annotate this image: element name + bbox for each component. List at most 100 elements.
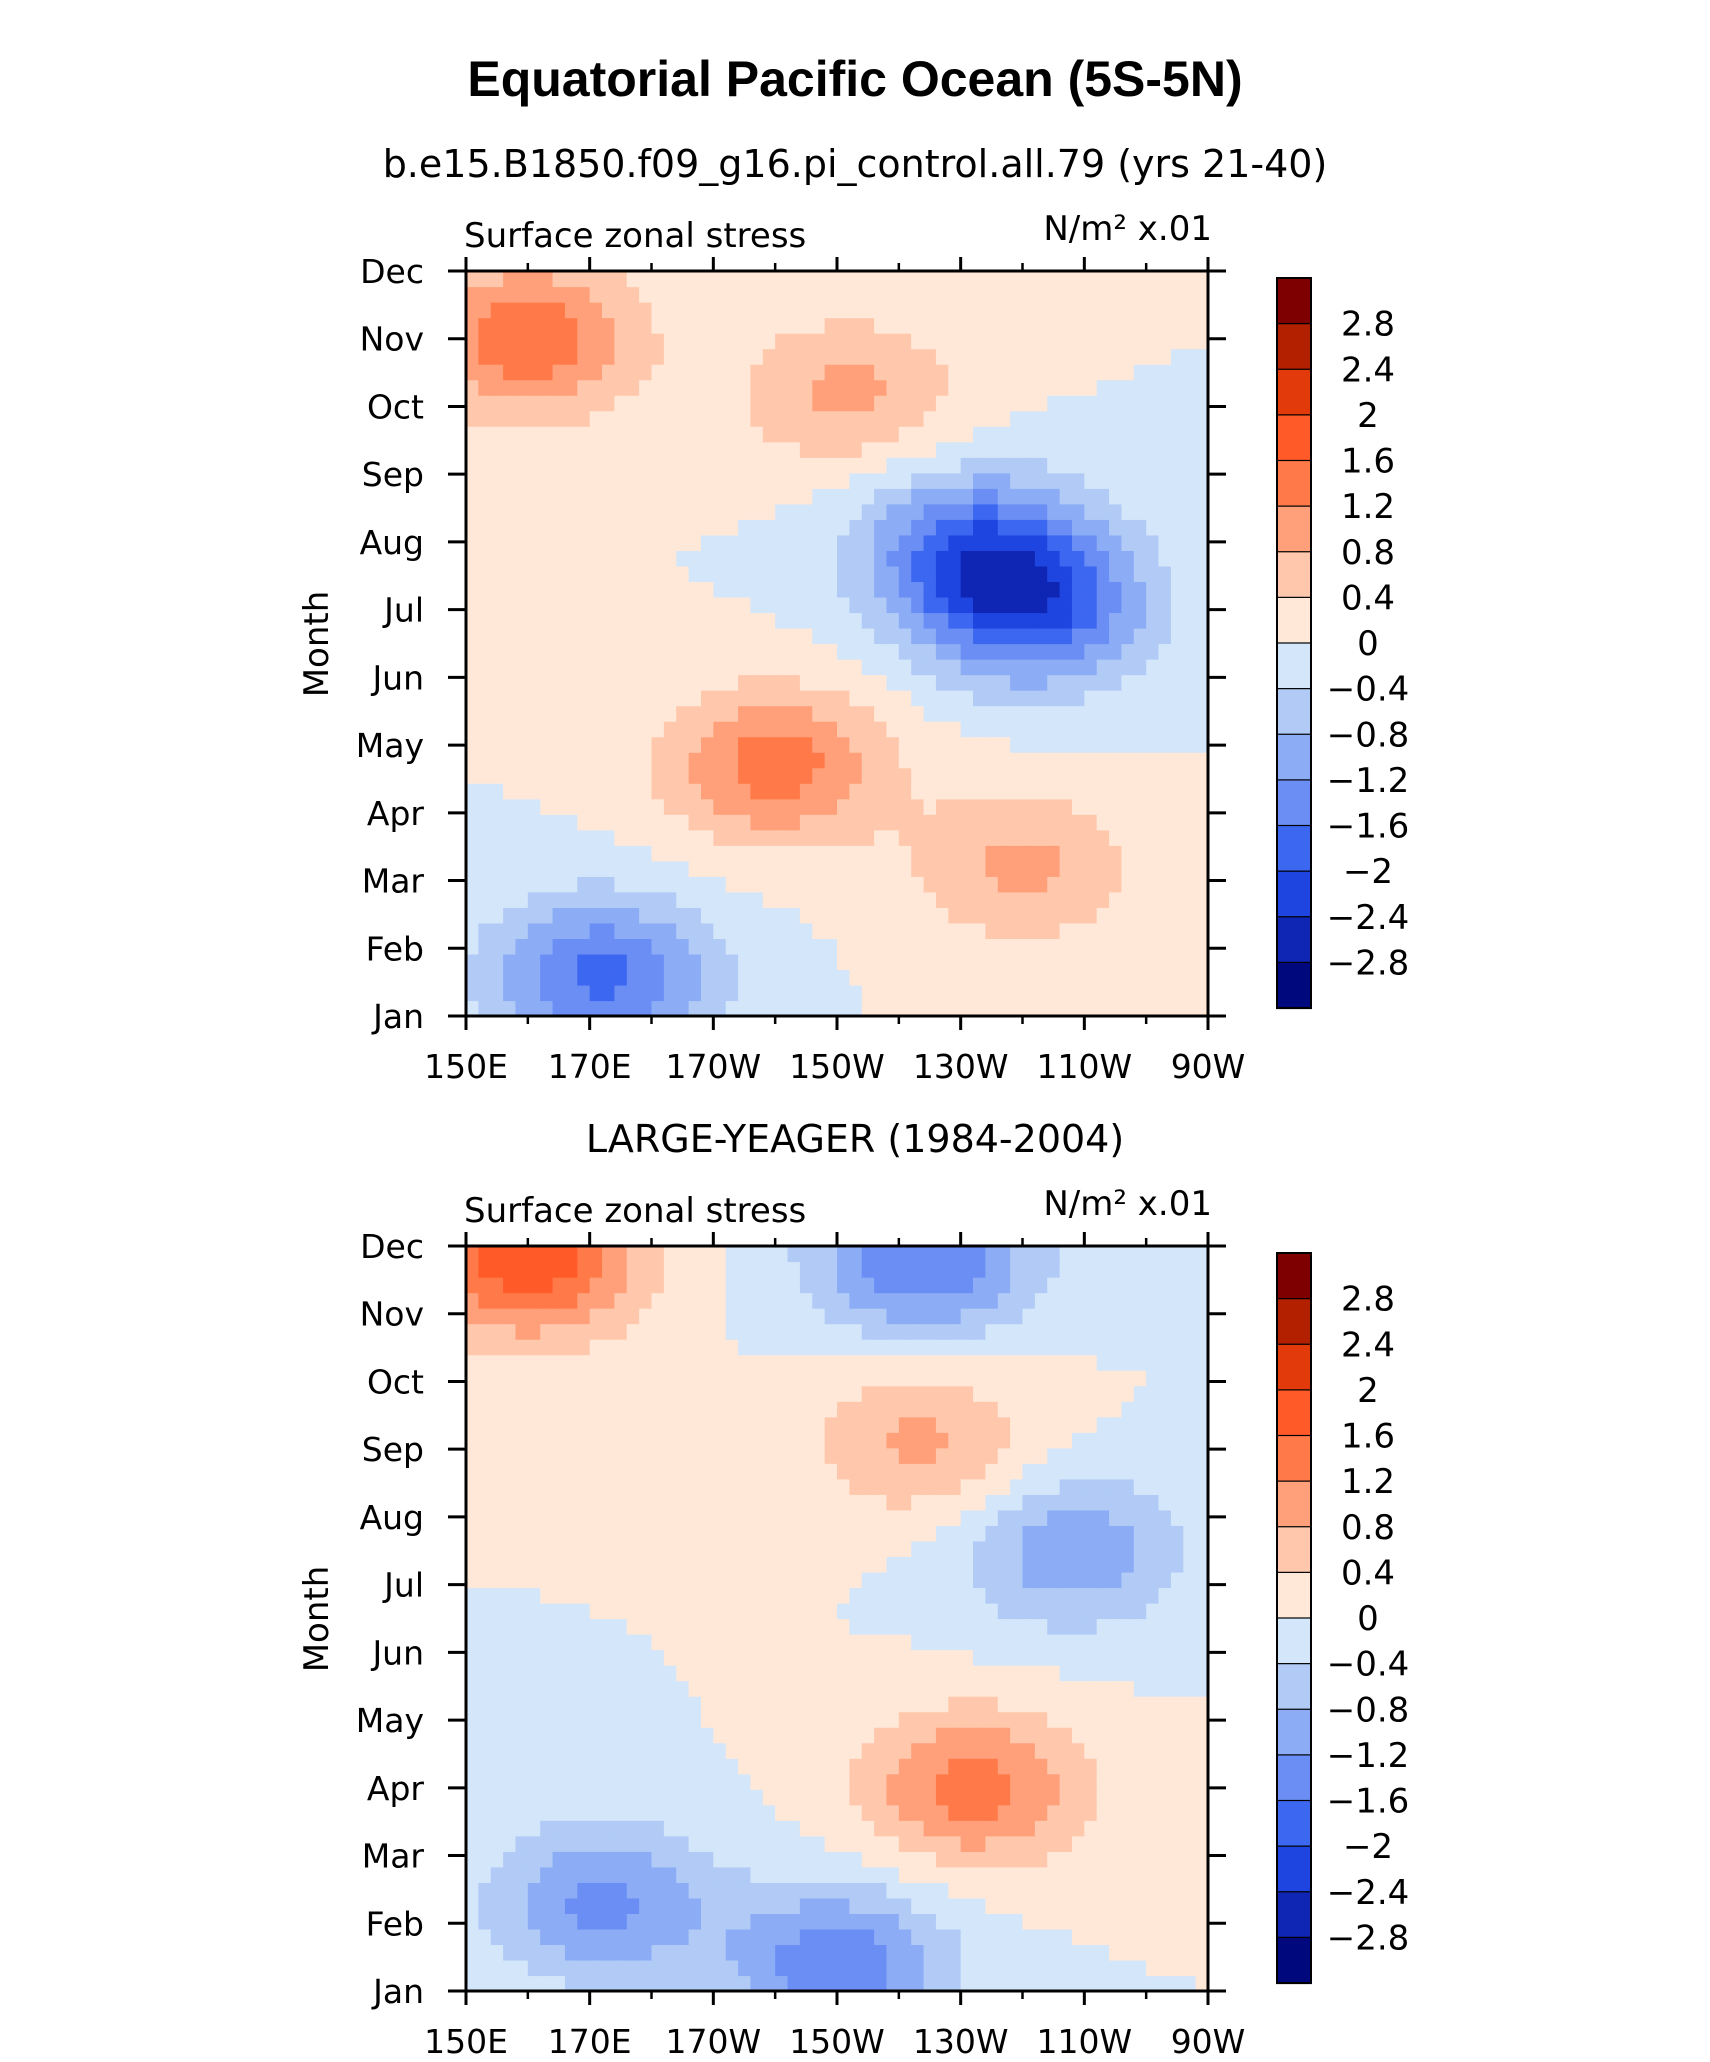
contour-cell bbox=[700, 565, 714, 583]
contour-cell bbox=[799, 1587, 813, 1604]
contour-cell bbox=[1195, 1727, 1208, 1744]
contour-cell bbox=[1195, 395, 1208, 412]
contour-cell bbox=[997, 721, 1011, 738]
contour-cell bbox=[1109, 1478, 1123, 1495]
contour-cell bbox=[1146, 643, 1160, 660]
contour-cell bbox=[1010, 1727, 1024, 1744]
contour-cell bbox=[1146, 1556, 1160, 1573]
contour-cell bbox=[725, 643, 739, 660]
contour-cell bbox=[540, 1556, 554, 1573]
contour-cell bbox=[775, 1525, 789, 1542]
contour-cell bbox=[750, 1820, 764, 1837]
contour-cell bbox=[1146, 829, 1160, 846]
contour-cell bbox=[1071, 581, 1085, 598]
contour-cell bbox=[960, 1571, 974, 1589]
contour-cell bbox=[799, 953, 813, 971]
contour-cell bbox=[935, 721, 949, 738]
contour-cell bbox=[1158, 1882, 1172, 1899]
contour-cell bbox=[688, 1789, 702, 1806]
contour-cell bbox=[1034, 271, 1048, 288]
contour-cell bbox=[589, 1928, 603, 1946]
contour-cell bbox=[997, 674, 1011, 691]
contour-cell bbox=[515, 953, 529, 971]
contour-cell bbox=[564, 721, 578, 738]
contour-cell bbox=[1010, 457, 1024, 474]
contour-cell bbox=[1146, 1680, 1160, 1697]
contour-cell bbox=[1195, 488, 1208, 505]
contour-cell bbox=[1133, 612, 1147, 629]
contour-cell bbox=[1146, 1478, 1160, 1495]
contour-cell bbox=[997, 752, 1011, 769]
contour-cell bbox=[1084, 550, 1098, 567]
contour-cell bbox=[663, 410, 677, 427]
contour-cell bbox=[849, 1804, 863, 1821]
contour-cell bbox=[1158, 752, 1172, 769]
contour-cell bbox=[1034, 860, 1048, 877]
contour-cell bbox=[1109, 1711, 1123, 1728]
contour-cell bbox=[1121, 1494, 1135, 1511]
contour-cell bbox=[1059, 426, 1073, 443]
contour-cell bbox=[688, 503, 702, 520]
contour-cell bbox=[1109, 1571, 1123, 1589]
contour-cell bbox=[725, 829, 739, 846]
contour-cell bbox=[775, 1587, 789, 1604]
contour-cell bbox=[775, 333, 789, 350]
contour-cell bbox=[1047, 1680, 1061, 1697]
contour-cell bbox=[515, 286, 529, 303]
contour-cell bbox=[1195, 1820, 1208, 1837]
contour-cell bbox=[527, 1602, 541, 1620]
contour-cell bbox=[762, 488, 776, 505]
contour-cell bbox=[1146, 984, 1160, 1002]
contour-cell bbox=[1121, 441, 1135, 458]
contour-cell bbox=[713, 410, 727, 427]
contour-cell bbox=[725, 1789, 739, 1806]
contour-cell bbox=[1146, 1975, 1160, 1991]
contour-cell bbox=[1170, 891, 1184, 908]
contour-cell bbox=[738, 1758, 752, 1775]
contour-cell bbox=[503, 705, 517, 722]
contour-cell bbox=[564, 643, 578, 660]
contour-cell bbox=[725, 876, 739, 893]
contour-cell bbox=[490, 783, 504, 800]
contour-cell bbox=[997, 1618, 1011, 1635]
contour-cell bbox=[1133, 333, 1147, 350]
contour-cell bbox=[676, 1928, 690, 1946]
contour-cell bbox=[700, 1773, 714, 1790]
contour-cell bbox=[602, 1773, 615, 1790]
contour-cell bbox=[1084, 907, 1098, 924]
contour-cell bbox=[478, 472, 492, 489]
contour-cell bbox=[503, 1944, 517, 1961]
contour-cell bbox=[1183, 1789, 1197, 1806]
contour-cell bbox=[787, 1959, 801, 1977]
contour-cell bbox=[700, 271, 714, 288]
contour-cell bbox=[861, 1944, 875, 1961]
contour-cell bbox=[540, 798, 554, 815]
contour-cell bbox=[911, 519, 925, 536]
contour-cell bbox=[874, 922, 888, 939]
contour-cell bbox=[1170, 1571, 1184, 1589]
contour-cell bbox=[775, 612, 789, 629]
contour-cell bbox=[478, 891, 492, 908]
contour-cell bbox=[973, 348, 986, 365]
contour-cell bbox=[564, 410, 578, 427]
contour-cell bbox=[540, 1773, 554, 1790]
figure-title: Equatorial Pacific Ocean (5S-5N) bbox=[467, 51, 1242, 107]
contour-cell bbox=[948, 395, 962, 412]
contour-cell bbox=[948, 1742, 962, 1759]
contour-cell bbox=[824, 534, 838, 551]
contour-cell bbox=[1022, 1696, 1036, 1713]
contour-cell bbox=[490, 907, 504, 924]
contour-cell bbox=[911, 1634, 925, 1651]
contour-cell bbox=[1146, 1742, 1160, 1759]
contour-cell bbox=[898, 286, 912, 303]
contour-cell bbox=[540, 752, 554, 769]
contour-cell bbox=[577, 348, 591, 365]
contour-cell bbox=[935, 1789, 949, 1806]
contour-cell bbox=[787, 767, 801, 784]
contour-cell bbox=[688, 1928, 702, 1946]
contour-cell bbox=[1133, 1680, 1147, 1697]
contour-cell bbox=[527, 1758, 541, 1775]
contour-cell bbox=[713, 953, 727, 971]
contour-cell bbox=[923, 783, 937, 800]
contour-cell bbox=[1047, 1665, 1061, 1682]
